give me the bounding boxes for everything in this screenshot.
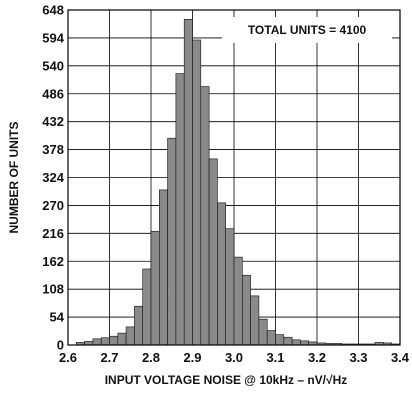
y-tick-label: 432 xyxy=(42,114,64,129)
x-tick-label: 3.4 xyxy=(391,350,410,365)
y-tick-label: 324 xyxy=(42,170,64,185)
histogram-bar xyxy=(275,334,285,346)
x-axis-label: INPUT VOLTAGE NOISE @ 10kHz – nV/√Hz xyxy=(105,373,348,387)
histogram-bar xyxy=(233,256,243,346)
y-tick-label: 54 xyxy=(50,310,65,325)
histogram-bar xyxy=(266,330,276,346)
histogram-bars xyxy=(76,19,401,346)
histogram-bar xyxy=(200,86,210,346)
y-tick-label: 108 xyxy=(42,282,64,297)
histogram-bar xyxy=(142,268,152,346)
x-tick-label: 2.9 xyxy=(183,350,201,365)
y-tick-label: 648 xyxy=(42,3,64,18)
histogram-bar xyxy=(117,332,127,346)
x-tick-labels: 2.6 2.7 2.8 2.9 3.0 3.1 3.2 3.3 3.4 xyxy=(59,350,410,365)
x-tick-label: 2.6 xyxy=(59,350,77,365)
histogram-bar xyxy=(125,326,135,346)
y-tick-label: 486 xyxy=(42,86,64,101)
x-tick-label: 2.8 xyxy=(142,350,160,365)
histogram-bar xyxy=(225,228,235,346)
x-tick-label: 3.0 xyxy=(225,350,243,365)
annotation-group: TOTAL UNITS = 4100 xyxy=(222,17,392,43)
histogram-bar xyxy=(217,202,226,346)
y-tick-label: 216 xyxy=(42,226,64,241)
histogram-bar xyxy=(291,339,301,346)
histogram-bar xyxy=(150,230,160,346)
y-tick-label: 270 xyxy=(42,198,64,213)
x-tick-label: 3.2 xyxy=(308,350,326,365)
histogram-bar xyxy=(92,338,102,346)
y-axis-label: NUMBER OF UNITS xyxy=(7,122,21,234)
histogram-bar xyxy=(250,295,260,346)
annotation-box xyxy=(222,17,392,43)
histogram-bar xyxy=(300,340,309,346)
histogram-bar xyxy=(134,305,143,346)
histogram-bar xyxy=(167,137,177,346)
total-units-annotation: TOTAL UNITS = 4100 xyxy=(248,23,367,37)
y-tick-label: 594 xyxy=(42,30,64,45)
y-tick-label: 540 xyxy=(42,58,64,73)
histogram-bar xyxy=(192,39,202,346)
y-tick-label: 378 xyxy=(42,142,64,157)
y-tick-labels: 0 54 108 162 216 270 324 378 432 486 540 594 648 xyxy=(42,3,64,353)
histogram-bar xyxy=(159,189,168,346)
y-tick-label: 0 xyxy=(57,338,64,353)
x-tick-label: 3.1 xyxy=(266,350,284,365)
histogram-bar xyxy=(208,158,218,346)
histogram-bar xyxy=(242,274,251,346)
histogram-bar xyxy=(258,318,268,346)
histogram-bar xyxy=(175,73,185,346)
histogram-bar xyxy=(100,337,110,346)
y-tick-label: 162 xyxy=(42,254,64,269)
histogram-bar xyxy=(283,336,293,346)
histogram-bar xyxy=(183,19,193,346)
x-tick-label: 2.7 xyxy=(100,350,118,365)
plot-frame xyxy=(67,9,401,346)
x-tick-label: 3.3 xyxy=(349,350,367,365)
histogram-bar xyxy=(109,335,119,346)
